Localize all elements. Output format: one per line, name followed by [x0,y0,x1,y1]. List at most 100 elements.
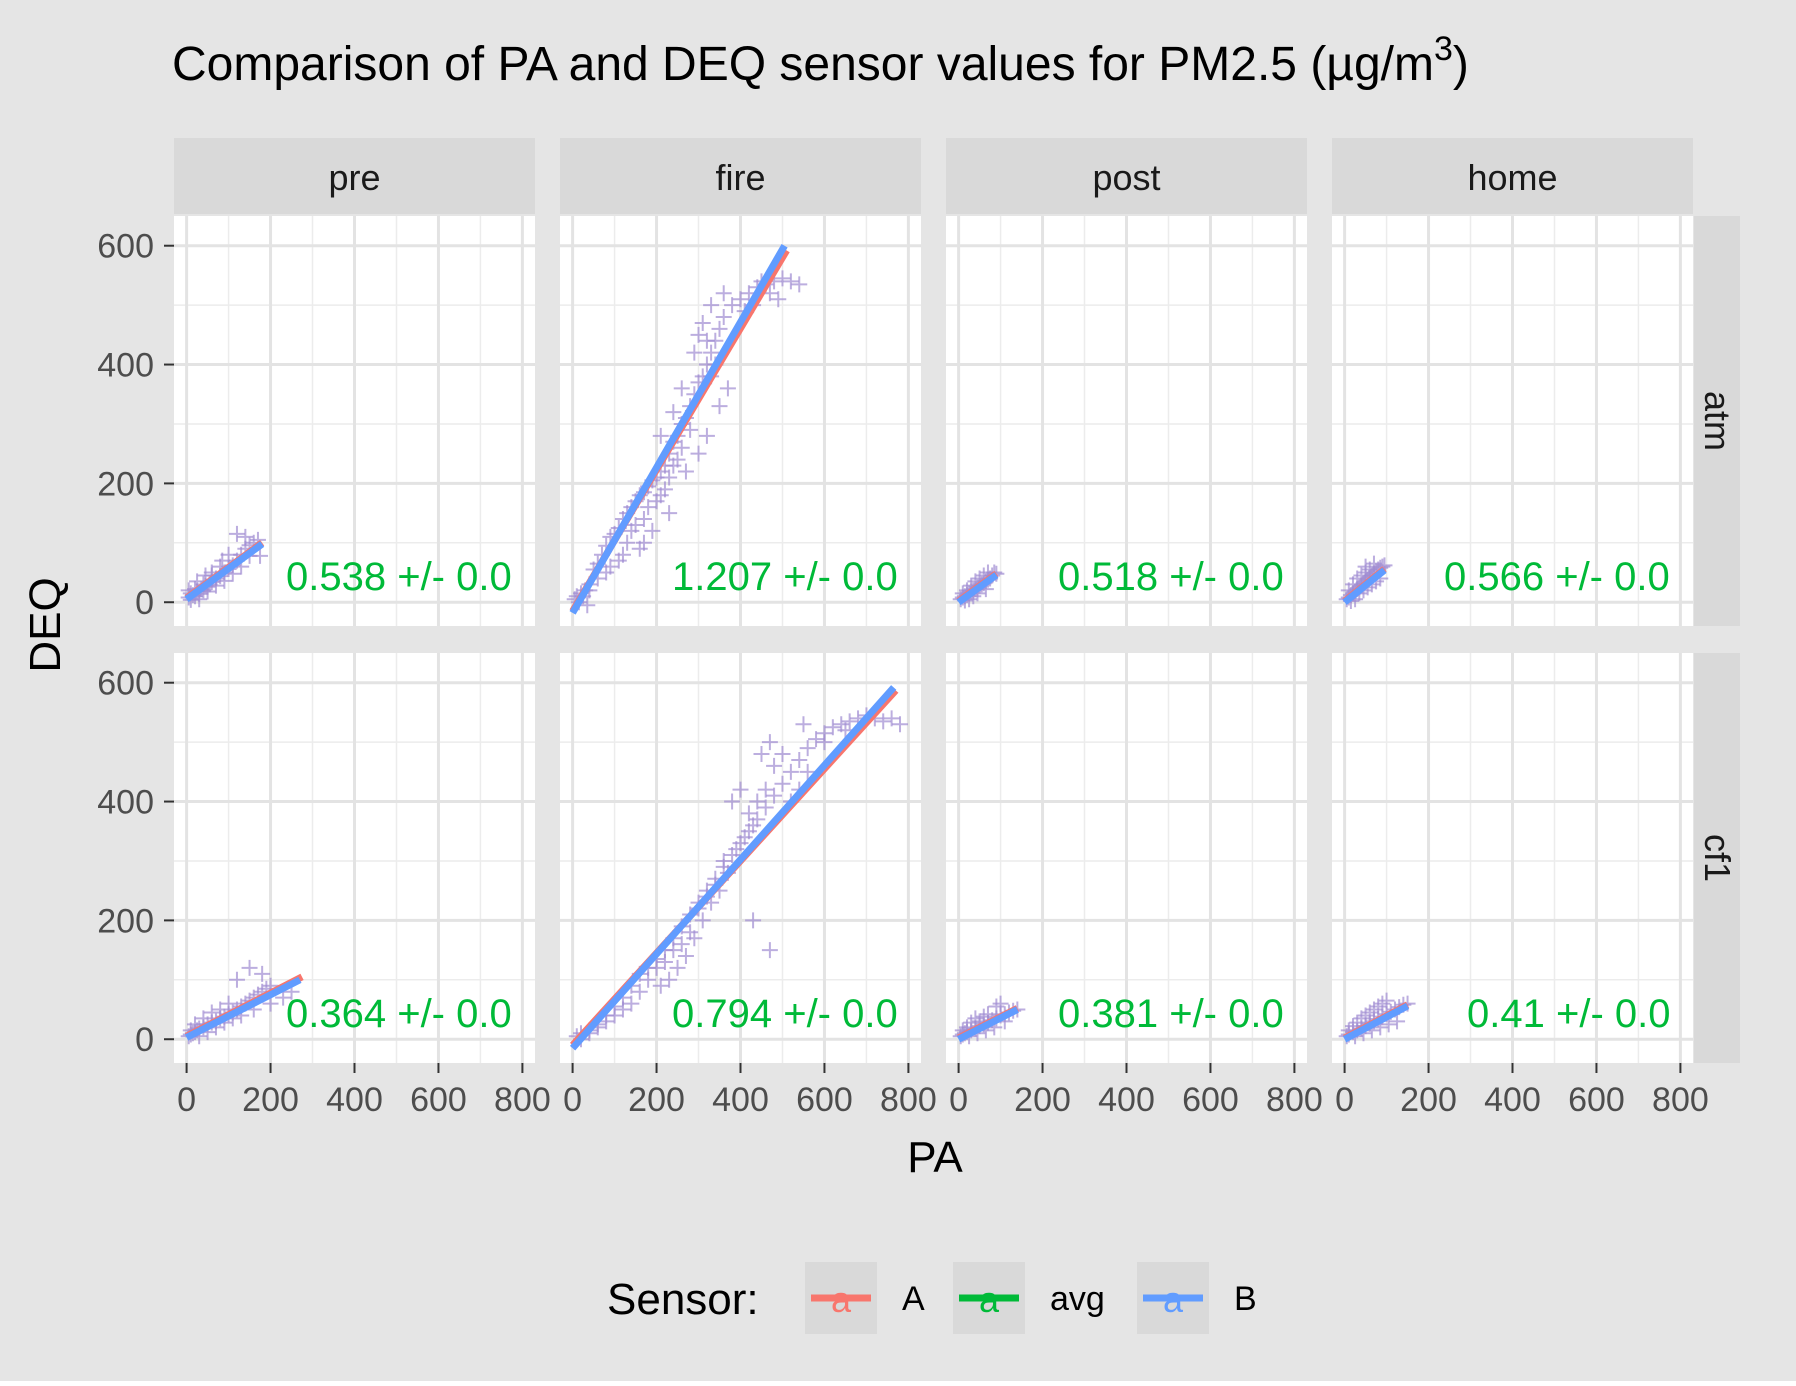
data-point [745,817,762,834]
data-point [753,746,770,763]
y-tick-label: 0 [135,1021,154,1059]
data-point [799,763,816,780]
data-point [736,829,753,846]
data-point [228,525,245,542]
x-tick-label: 800 [880,1081,937,1119]
fit-line-B [569,243,788,615]
data-point [635,511,652,528]
y-tick-label: 600 [97,665,154,703]
fit-annotation: 0.794 +/- 0.0 [672,992,898,1036]
data-point [677,948,694,965]
data-point [711,320,728,337]
data-point [652,427,669,444]
fit-annotation: 1.207 +/- 0.0 [672,555,898,599]
fit-line-B [569,685,897,1051]
data-point [661,469,678,486]
x-tick-label: 600 [410,1081,467,1119]
x-tick-label: 600 [1182,1081,1239,1119]
data-point [673,380,690,397]
data-point [203,1004,220,1021]
data-point [606,1007,623,1024]
panel-cf1-pre: 0.364 +/- 0.0 [174,653,535,1063]
data-point [774,746,791,763]
data-point [652,977,669,994]
x-tick-label: 400 [1484,1081,1541,1119]
data-point [732,291,749,308]
data-point [631,540,648,557]
data-point [661,505,678,522]
facet-panels: pre fire post home atm cf1 0.538 +/- 0.0 1.207 … [97,138,1740,1119]
facet-strip-home [1332,138,1693,214]
data-point [252,547,269,564]
data-point [824,719,841,736]
data-point [673,439,690,456]
data-point [241,959,258,976]
data-point [988,998,1005,1015]
panel-atm-home: 0.566 +/- 0.0 [1332,216,1693,626]
data-point [698,427,715,444]
data-point [728,841,745,858]
data-point [623,522,640,539]
x-tick-label: 0 [1335,1081,1354,1119]
legend-key-glyph-avg: a [979,1279,1000,1320]
data-point [579,597,596,614]
x-axis-label: PA [907,1133,963,1182]
data-point [703,344,720,361]
data-point [665,942,682,959]
data-point [631,983,648,1000]
data-point [875,713,892,730]
chart-title-superscript: 3 [1434,30,1453,68]
data-point [220,995,237,1012]
legend-key-glyph-B: a [1163,1279,1184,1320]
legend-label-B: B [1234,1280,1257,1318]
data-point [715,309,732,326]
data-point [774,775,791,792]
data-point [883,710,900,727]
data-point [724,793,741,810]
data-point [1357,1007,1374,1024]
data-point [1365,1001,1382,1018]
data-point [690,326,707,343]
legend-title: Sensor: [607,1275,759,1324]
fit-annotation: 0.381 +/- 0.0 [1058,992,1284,1036]
y-tick-label: 200 [97,902,154,940]
data-point [665,404,682,421]
data-point [212,1001,229,1018]
x-tick-label: 600 [796,1081,853,1119]
data-point [1353,567,1370,584]
data-point [1365,555,1382,572]
fit-annotation: 0.364 +/- 0.0 [286,992,512,1036]
data-point [799,740,816,757]
facet-label-pre: pre [328,157,380,198]
data-point [669,959,686,976]
data-point [694,912,711,929]
fit-annotation: 0.41 +/- 0.0 [1467,992,1670,1036]
data-point [237,528,254,545]
row-label-atm: atm [1697,391,1738,451]
facet-strip-pre [174,138,535,214]
data-point [782,273,799,290]
x-tick-label: 400 [1098,1081,1155,1119]
data-point [644,522,661,539]
facet-label-post: post [1092,157,1160,198]
panel-cf1-fire: 0.794 +/- 0.0 [560,653,921,1063]
fit-line-B [184,541,265,603]
data-point [619,534,636,551]
facet-label-home: home [1467,157,1557,198]
data-point [690,445,707,462]
chart-title: Comparison of PA and DEQ sensor values f… [172,30,1469,91]
data-point [648,959,665,976]
fit-annotation: 0.566 +/- 0.0 [1444,555,1670,599]
x-tick-label: 400 [712,1081,769,1119]
y-tick-label: 400 [97,347,154,385]
fit-line-B [956,572,999,606]
x-tick-label: 800 [1266,1081,1323,1119]
data-point [740,805,757,822]
fit-annotation: 0.538 +/- 0.0 [286,555,512,599]
fit-annotation: 0.518 +/- 0.0 [1058,555,1284,599]
y-tick-label: 600 [97,228,154,266]
data-point [682,421,699,438]
fit-line-B [185,976,302,1041]
